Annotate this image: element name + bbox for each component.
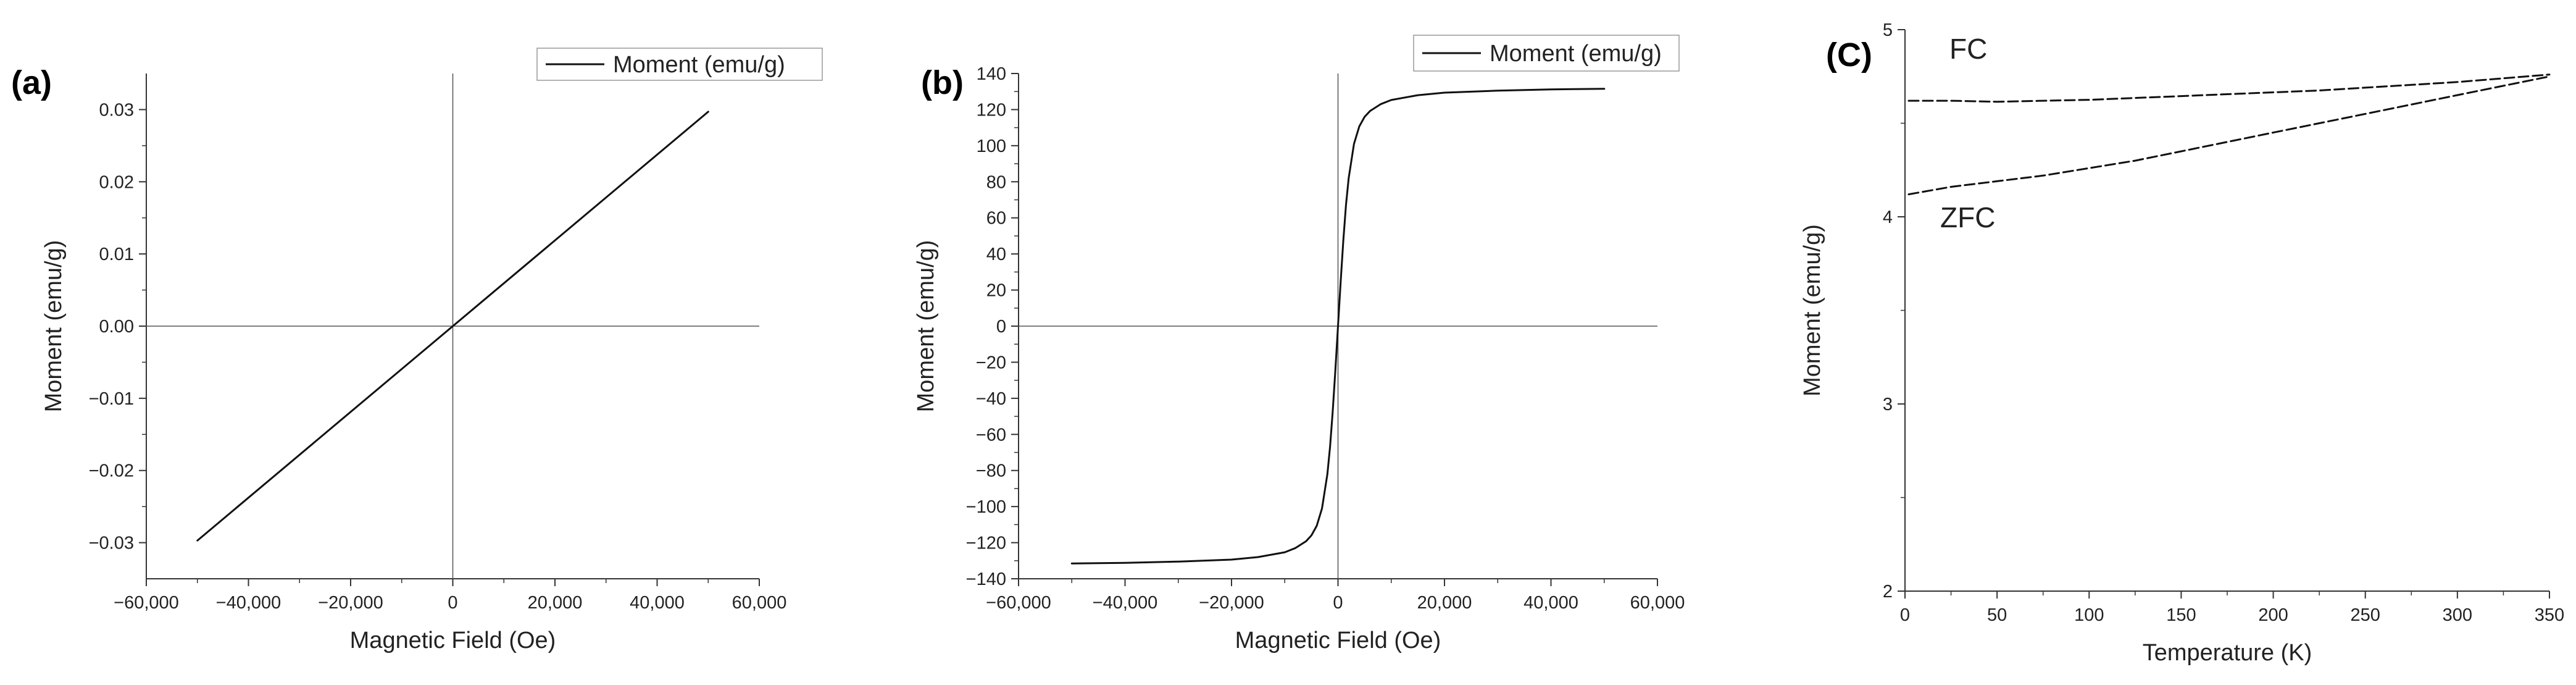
x-tick-label: 40,000 bbox=[1524, 593, 1578, 613]
y-tick-label: −20 bbox=[976, 353, 1006, 372]
x-tick-label: 0 bbox=[1900, 605, 1910, 625]
y-tick-label: 80 bbox=[986, 172, 1006, 192]
x-tick-label: 60,000 bbox=[732, 593, 787, 613]
x-tick-label: 0 bbox=[448, 593, 457, 613]
x-tick-label: 40,000 bbox=[630, 593, 685, 613]
x-tick-label: 60,000 bbox=[1630, 593, 1685, 613]
x-tick-label: 250 bbox=[2351, 605, 2380, 625]
y-tick-label: −0.03 bbox=[89, 534, 134, 553]
y-tick-label: 0.02 bbox=[99, 172, 134, 192]
x-tick-label: −40,000 bbox=[216, 593, 281, 613]
y-tick-label: 5 bbox=[1883, 20, 1893, 40]
series-line-moment-emu-g bbox=[1070, 88, 1606, 565]
legend-label: Moment (emu/g) bbox=[1490, 41, 1662, 67]
series-line-moment-emu-g bbox=[196, 111, 709, 542]
x-tick-label: −20,000 bbox=[318, 593, 383, 613]
annotation-zfc: ZFC bbox=[1940, 201, 1995, 233]
y-tick-label: −60 bbox=[976, 425, 1006, 445]
x-tick-label: 50 bbox=[1987, 605, 2007, 625]
legend-label: Moment (emu/g) bbox=[613, 52, 785, 78]
y-axis-title: Moment (emu/g) bbox=[913, 240, 939, 413]
y-tick-label: 100 bbox=[977, 137, 1006, 156]
y-tick-label: −80 bbox=[976, 461, 1006, 481]
chart-panel-1: (a) −60,000 −40,000 −20,000 0 20,000 40,000 60,… bbox=[11, 48, 823, 653]
panel-label: (a) bbox=[11, 64, 52, 101]
y-tick-label: 0.03 bbox=[99, 100, 134, 120]
x-tick-label: 0 bbox=[1333, 593, 1343, 613]
x-tick-label: 150 bbox=[2166, 605, 2196, 625]
y-tick-label: 20 bbox=[986, 281, 1006, 301]
x-tick-label: 100 bbox=[2074, 605, 2104, 625]
y-tick-label: 4 bbox=[1883, 208, 1893, 227]
y-tick-label: −0.02 bbox=[89, 461, 134, 481]
x-axis-title: Magnetic Field (Oe) bbox=[350, 628, 556, 653]
y-tick-label: 120 bbox=[977, 100, 1006, 120]
x-tick-label: −60,000 bbox=[114, 593, 179, 613]
y-tick-label: 2 bbox=[1883, 582, 1893, 602]
y-axis-title: Moment (emu/g) bbox=[1799, 224, 1825, 397]
x-tick-label: −20,000 bbox=[1199, 593, 1264, 613]
y-tick-label: −0.01 bbox=[89, 389, 134, 409]
chart-panel-3: (C) 0 50 100 150 200 250 300 350 2 3 4 5 Temperature … bbox=[1799, 20, 2564, 666]
y-tick-label: 60 bbox=[986, 209, 1006, 229]
x-tick-label: −60,000 bbox=[986, 593, 1051, 613]
x-axis-title: Magnetic Field (Oe) bbox=[1235, 628, 1441, 653]
x-tick-label: 300 bbox=[2443, 605, 2472, 625]
y-axis-title: Moment (emu/g) bbox=[41, 240, 67, 413]
y-tick-label: −120 bbox=[966, 534, 1006, 553]
y-tick-label: 140 bbox=[977, 64, 1006, 84]
annotation-fc: FC bbox=[1949, 33, 1987, 65]
series-line-zfc bbox=[1907, 75, 2551, 196]
panel-label: (b) bbox=[921, 64, 964, 101]
y-tick-label: 40 bbox=[986, 245, 1006, 264]
y-tick-label: 3 bbox=[1883, 395, 1893, 414]
series-line-fc bbox=[1907, 74, 2551, 103]
y-tick-label: −100 bbox=[966, 497, 1006, 517]
y-tick-label: −40 bbox=[976, 389, 1006, 409]
panel-label: (C) bbox=[1826, 36, 1872, 74]
x-tick-label: 20,000 bbox=[1417, 593, 1472, 613]
x-tick-label: 350 bbox=[2535, 605, 2564, 625]
y-tick-label: 0 bbox=[996, 317, 1006, 337]
x-tick-label: −40,000 bbox=[1093, 593, 1158, 613]
y-tick-label: 0.01 bbox=[99, 245, 134, 264]
x-tick-label: 20,000 bbox=[528, 593, 583, 613]
y-tick-label: 0.00 bbox=[99, 317, 134, 337]
x-axis-title: Temperature (K) bbox=[2143, 640, 2312, 666]
y-tick-label: −140 bbox=[966, 569, 1006, 589]
x-tick-label: 200 bbox=[2258, 605, 2288, 625]
chart-panel-2: (b) −60,000 −40,000 −20,000 0 20,000 40,000 60,… bbox=[913, 35, 1685, 653]
